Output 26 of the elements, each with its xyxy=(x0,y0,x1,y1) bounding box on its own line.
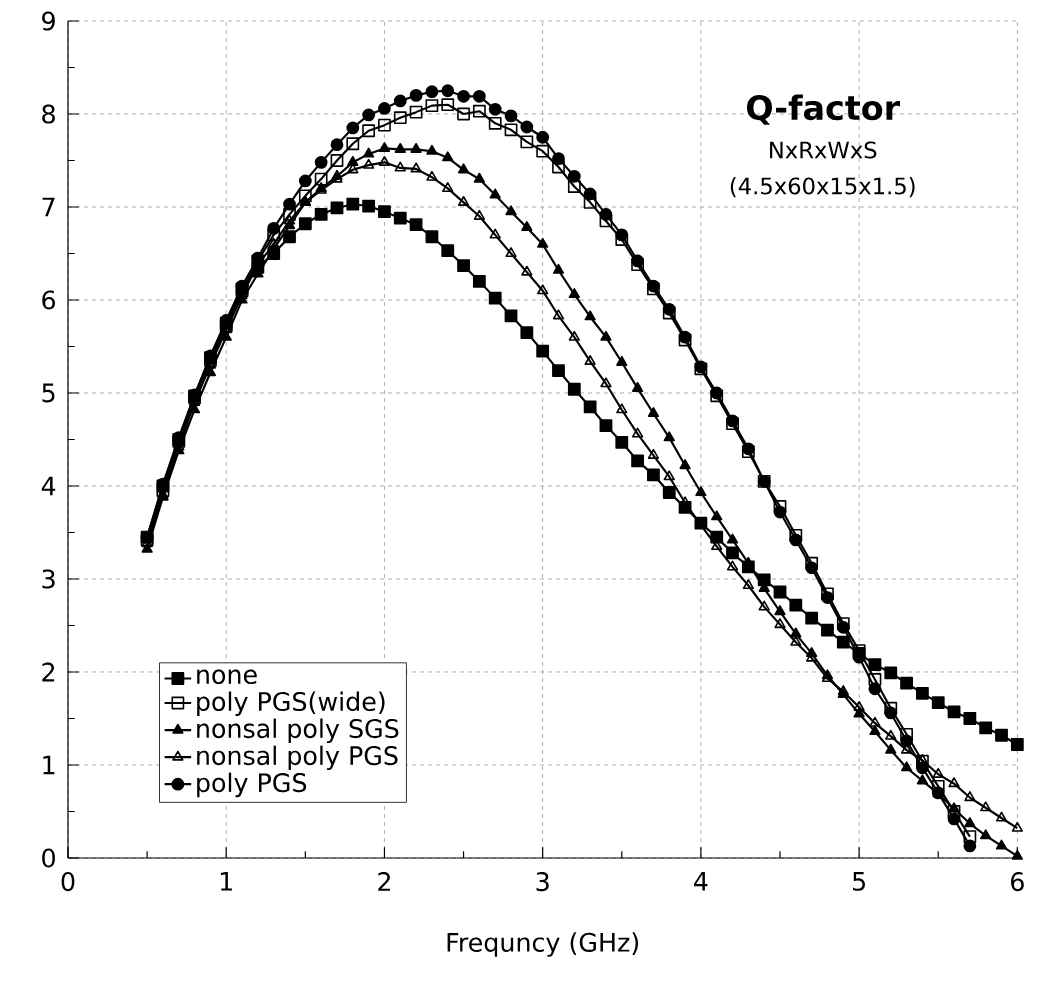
x-tick-label: 4 xyxy=(694,872,708,891)
x-tick-label: 0 xyxy=(61,872,75,892)
text: NxRxWxS xyxy=(770,141,877,159)
x-tick-label: 2 xyxy=(378,872,390,891)
text: Q-factor xyxy=(746,94,901,125)
legend-label: poly PGS xyxy=(197,772,307,798)
y-tick-label: 4 xyxy=(41,476,56,496)
legend-label: nonsal poly PGS xyxy=(197,745,398,771)
y-tick-label: 9 xyxy=(42,11,55,31)
y-tick-label: 3 xyxy=(42,569,55,589)
annotation: (4.5x60x15x1.5) xyxy=(730,177,915,198)
x-tick-label: 3 xyxy=(536,872,549,892)
legend-label: poly PGS(wide) xyxy=(197,691,385,717)
y-tick-label: 1 xyxy=(43,755,55,775)
y-tick-label: 7 xyxy=(42,197,55,217)
x-tick-label: 6 xyxy=(1011,872,1024,892)
x-tick-label: 5 xyxy=(853,872,865,891)
y-tick-label: 8 xyxy=(42,104,55,124)
y-tick-label: 0 xyxy=(42,848,55,868)
x-axis-title: Frequncy (GHz) xyxy=(447,932,639,957)
legend-label: none xyxy=(197,669,257,685)
x-tick-label: 1 xyxy=(220,872,232,891)
legend-label: nonsal poly SGS xyxy=(197,718,399,744)
y-tick-label: 2 xyxy=(42,662,55,682)
y-tick-label: 5 xyxy=(42,383,55,403)
y-tick-label: 6 xyxy=(42,290,56,310)
